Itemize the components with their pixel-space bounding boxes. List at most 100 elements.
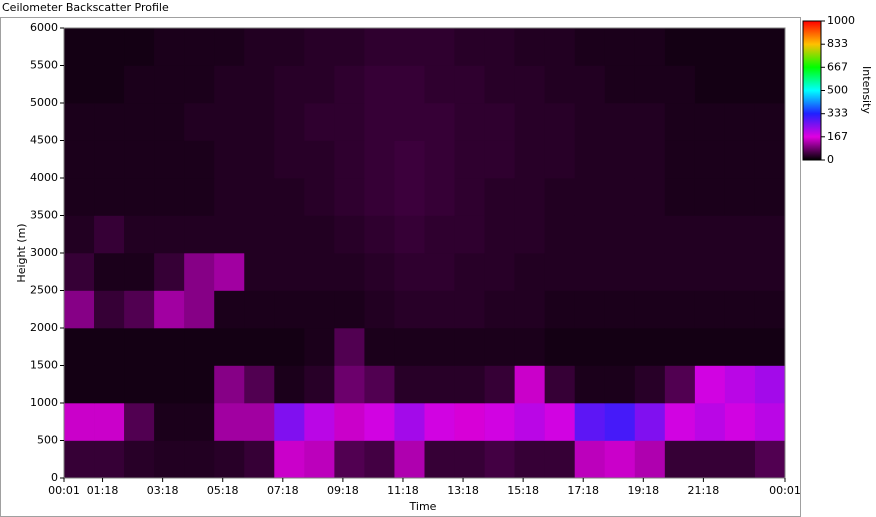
heat-cell [424,328,455,366]
heat-cell [664,28,696,66]
heat-cell [544,403,576,441]
heat-cell [454,215,485,254]
heat-cell [154,140,185,179]
heat-cell [694,215,726,254]
heat-cell [664,65,696,104]
heat-cell [754,103,786,141]
heat-cell [544,140,576,179]
colorbar-tick-label: 0 [827,153,834,166]
heat-cell [184,28,215,66]
chart-title: Ceilometer Backscatter Profile [2,1,169,14]
heat-cell [334,215,365,254]
heat-cell [124,403,155,441]
heat-cell [694,253,726,291]
heat-cell [724,440,756,479]
y-axis-label: Height (m) [15,223,28,282]
heat-cell [274,103,305,141]
heat-cell [754,215,786,254]
heat-cell [544,365,576,404]
heat-cell [604,253,636,291]
heat-cell [124,215,155,254]
heat-cell [154,290,185,329]
heat-cell [124,103,155,141]
heat-cell [244,365,275,404]
heat-cell [64,403,95,441]
heat-cell [304,328,335,366]
y-tick-label: 5500 [30,59,58,72]
heat-cell [334,365,365,404]
heat-cell [244,253,275,291]
heat-cell [514,328,545,366]
heat-cell [694,140,726,179]
heat-cell [604,65,636,104]
heat-cell [754,178,786,216]
heat-cell [484,403,515,441]
y-tick-label: 500 [37,434,58,447]
y-tick-label: 2500 [30,284,58,297]
heat-cell [364,178,395,216]
heat-cell [304,253,335,291]
heat-cell [754,65,786,104]
heat-cell [424,440,455,479]
heat-cell [454,403,485,441]
heat-cell [364,290,395,329]
heat-cell [64,215,95,254]
heat-cell [214,253,245,291]
x-tick-label: 21:18 [688,484,720,497]
heat-cell [214,140,245,179]
heat-cell [64,65,95,104]
heat-cell [154,65,185,104]
heat-cell [214,28,245,66]
heat-cell [364,440,395,479]
heat-cell [754,403,786,441]
heat-cell [94,215,125,254]
heat-cell [574,365,606,404]
heat-cell [154,103,185,141]
heat-cell [334,28,365,66]
heat-cell [184,440,215,479]
heat-cell [394,403,425,441]
heat-cell [544,103,576,141]
heat-cell [634,290,666,329]
heat-cell [244,28,275,66]
heat-cell [364,253,395,291]
heat-cell [214,290,245,329]
heat-cell [94,103,125,141]
heat-cell [154,365,185,404]
heat-cell [514,140,545,179]
heat-cell [694,28,726,66]
heat-cell [124,328,155,366]
heat-cell [724,328,756,366]
heat-cell [664,365,696,404]
heat-cell [454,290,485,329]
x-tick-label: 15:18 [507,484,539,497]
y-tick-label: 3000 [30,246,58,259]
heat-cell [724,290,756,329]
heat-cell [634,440,666,479]
heat-cell [574,215,606,254]
heat-cell [604,178,636,216]
y-tick-label: 1500 [30,359,58,372]
heat-cell [664,328,696,366]
y-tick-label: 5000 [30,96,58,109]
y-tick-label: 3500 [30,209,58,222]
heat-cell [124,65,155,104]
heat-cell [334,290,365,329]
heat-cell [214,178,245,216]
heat-cell [94,440,125,479]
heat-cell [694,365,726,404]
heat-cell [184,178,215,216]
heat-cell [484,140,515,179]
heat-cell [514,103,545,141]
heat-cell [64,103,95,141]
heat-cell [634,140,666,179]
heat-cell [364,215,395,254]
heat-cell [244,440,275,479]
heat-cell [274,178,305,216]
heat-cell [184,403,215,441]
heat-cell [424,103,455,141]
heat-cell [184,253,215,291]
heat-cell [724,28,756,66]
x-tick-label: 00:01 [48,484,80,497]
